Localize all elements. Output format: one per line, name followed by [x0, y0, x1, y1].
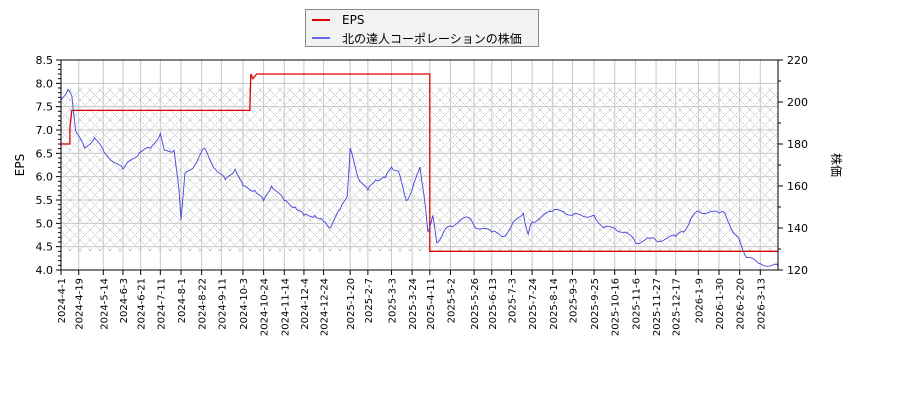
legend: EPS 北の達人コーポレーションの株価 [305, 9, 539, 47]
x-tick-label: 2025-10-16 [611, 278, 622, 336]
stock-price-line [60, 88, 779, 267]
x-tick-label: 2024-5-14 [99, 278, 110, 330]
left-axis: 4.0 4.5 5.0 5.5 6.0 6.5 7.0 7.5 8.0 8.5 [36, 54, 61, 277]
left-tick-label: 5.0 [36, 217, 54, 230]
right-axis: 120 140 160 180 200 220 [778, 54, 808, 277]
left-tick-label: 4.5 [36, 241, 54, 254]
x-axis: 2024-4-1 2024-4-19 2024-5-14 2024-6-3 2024-6… [57, 270, 767, 336]
x-tick-label: 2026-1-30 [715, 278, 726, 330]
x-tick-label: 2025-11-6 [631, 278, 642, 330]
left-tick-label: 6.5 [36, 147, 54, 160]
x-tick-label: 2025-3-24 [408, 278, 419, 330]
left-tick-label: 6.0 [36, 171, 54, 184]
x-tick-label: 2025-3-3 [387, 278, 398, 323]
right-tick-label: 220 [787, 54, 808, 67]
price-line-swatch [312, 37, 330, 39]
x-tick-label: 2025-6-13 [488, 278, 499, 330]
x-tick-label: 2024-7-11 [156, 278, 167, 330]
left-tick-label: 5.5 [36, 194, 54, 207]
right-tick-label: 200 [787, 96, 808, 109]
legend-label-price: 北の達人コーポレーションの株価 [342, 31, 522, 46]
x-tick-label: 2024-8-1 [177, 278, 188, 323]
x-tick-label: 2026-1-9 [694, 278, 705, 323]
x-tick-label: 2026-3-13 [756, 278, 767, 330]
x-tick-label: 2024-4-19 [75, 278, 86, 330]
x-tick-label: 2025-11-27 [652, 278, 663, 336]
x-tick-label: 2024-10-24 [260, 278, 271, 336]
eps-line [61, 73, 778, 252]
x-tick-label: 2025-9-25 [590, 278, 601, 330]
series-lines [60, 73, 779, 267]
right-tick-label: 180 [787, 138, 808, 151]
legend-item-price: 北の達人コーポレーションの株価 [312, 30, 522, 46]
right-tick-label: 140 [787, 222, 808, 235]
eps-line-swatch [312, 19, 330, 21]
x-tick-label: 2025-2-7 [364, 278, 375, 323]
x-tick-label: 2025-7-24 [528, 278, 539, 330]
x-tick-label: 2025-5-2 [446, 278, 457, 323]
x-tick-label: 2025-1-20 [346, 278, 357, 330]
x-tick-label: 2024-12-24 [320, 278, 331, 336]
x-tick-label: 2024-6-21 [137, 278, 148, 330]
left-tick-label: 8.0 [36, 77, 54, 90]
legend-item-eps: EPS [312, 12, 364, 28]
x-tick-label: 2024-12-4 [300, 278, 311, 330]
x-tick-label: 2025-8-14 [549, 278, 560, 330]
x-tick-label: 2024-8-22 [198, 278, 209, 330]
x-tick-label: 2025-9-3 [568, 278, 579, 323]
right-axis-title: 株価 [829, 153, 844, 177]
x-tick-label: 2024-6-3 [119, 278, 130, 323]
x-tick-label: 2024-4-1 [57, 278, 68, 323]
x-tick-label: 2024-10-3 [239, 278, 250, 330]
left-tick-label: 8.5 [36, 54, 54, 67]
left-axis-title: EPS [13, 154, 27, 176]
x-tick-label: 2025-4-11 [426, 278, 437, 330]
left-tick-label: 7.0 [36, 124, 54, 137]
left-tick-label: 4.0 [36, 264, 54, 277]
legend-label-eps: EPS [342, 13, 365, 27]
x-tick-label: 2025-7-3 [507, 278, 518, 323]
left-tick-label: 7.5 [36, 101, 54, 114]
x-tick-label: 2025-5-26 [470, 278, 481, 330]
x-tick-label: 2024-11-14 [280, 278, 291, 336]
right-tick-label: 120 [787, 264, 808, 277]
x-tick-label: 2024-9-11 [217, 278, 228, 330]
x-tick-label: 2026-2-20 [736, 278, 747, 330]
x-tick-label: 2025-12-17 [672, 278, 683, 336]
right-tick-label: 160 [787, 180, 808, 193]
